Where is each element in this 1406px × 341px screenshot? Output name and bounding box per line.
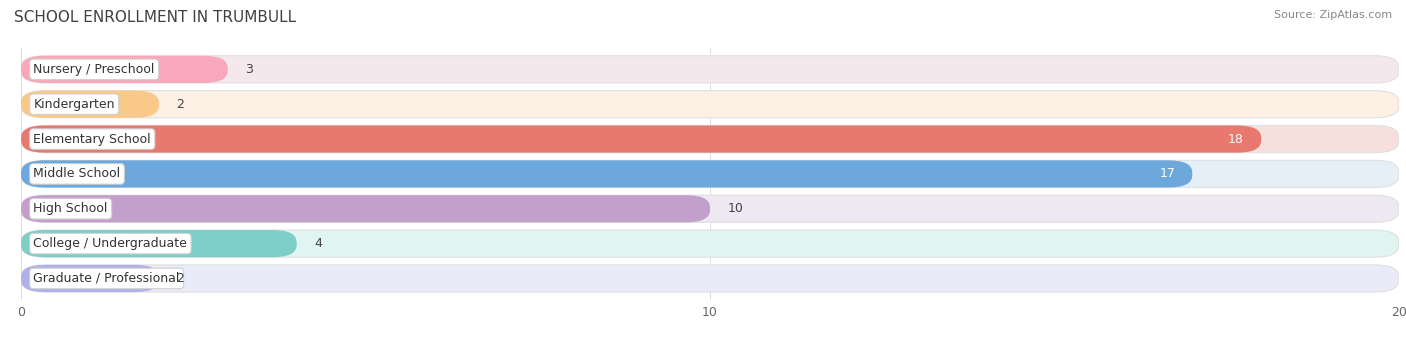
FancyBboxPatch shape [21,125,1261,153]
FancyBboxPatch shape [21,195,710,222]
Text: SCHOOL ENROLLMENT IN TRUMBULL: SCHOOL ENROLLMENT IN TRUMBULL [14,10,297,25]
FancyBboxPatch shape [21,56,1399,83]
FancyBboxPatch shape [21,195,1399,222]
FancyBboxPatch shape [21,265,1399,292]
Text: 3: 3 [245,63,253,76]
FancyBboxPatch shape [21,91,159,118]
FancyBboxPatch shape [21,230,297,257]
FancyBboxPatch shape [21,56,228,83]
FancyBboxPatch shape [21,230,1399,257]
Text: Middle School: Middle School [34,167,121,180]
FancyBboxPatch shape [21,125,1399,153]
FancyBboxPatch shape [21,160,1399,188]
Text: 17: 17 [1159,167,1175,180]
FancyBboxPatch shape [21,91,1399,118]
Text: 10: 10 [727,202,744,215]
Text: High School: High School [34,202,108,215]
Text: Elementary School: Elementary School [34,133,150,146]
Text: Graduate / Professional: Graduate / Professional [34,272,180,285]
Text: Nursery / Preschool: Nursery / Preschool [34,63,155,76]
Text: Kindergarten: Kindergarten [34,98,115,111]
Text: 2: 2 [176,272,184,285]
FancyBboxPatch shape [21,160,1192,188]
Text: Source: ZipAtlas.com: Source: ZipAtlas.com [1274,10,1392,20]
FancyBboxPatch shape [21,265,159,292]
Text: 18: 18 [1227,133,1244,146]
Text: 2: 2 [176,98,184,111]
Text: College / Undergraduate: College / Undergraduate [34,237,187,250]
Text: 4: 4 [314,237,322,250]
